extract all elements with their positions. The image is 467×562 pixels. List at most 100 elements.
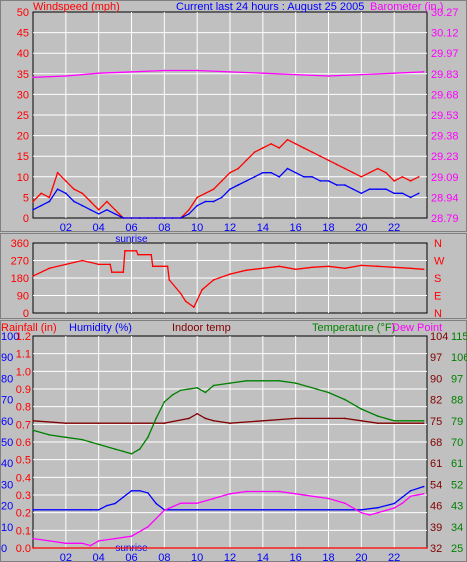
data-point xyxy=(48,200,51,203)
rain-tick-label: 0.9 xyxy=(16,384,31,396)
direction-label: E xyxy=(434,291,441,303)
data-point xyxy=(376,506,379,509)
data-point xyxy=(97,540,100,542)
data-point xyxy=(135,249,138,252)
data-point xyxy=(327,417,330,420)
data-point xyxy=(188,208,190,211)
data-point xyxy=(40,204,43,207)
x-tick-label: 22 xyxy=(388,222,400,234)
data-point xyxy=(376,422,379,424)
x-tick-label: 14 xyxy=(257,552,269,562)
data-point xyxy=(294,509,297,511)
data-point xyxy=(368,514,371,516)
data-point xyxy=(360,509,363,511)
data-point xyxy=(422,485,425,488)
data-point xyxy=(32,208,34,211)
data-point xyxy=(278,147,281,149)
data-point xyxy=(294,143,297,145)
series-line xyxy=(32,138,420,219)
data-point xyxy=(327,391,330,394)
indoor-tick-label: 82 xyxy=(430,395,442,407)
data-point xyxy=(171,217,174,219)
data-point xyxy=(97,263,100,266)
data-point xyxy=(65,436,67,439)
y-tick-label: 0 xyxy=(23,308,29,320)
y2-tick-label: 29.97 xyxy=(431,48,459,60)
data-point xyxy=(137,253,139,256)
data-point xyxy=(360,264,363,267)
data-point xyxy=(196,204,198,207)
data-point xyxy=(393,192,395,195)
data-point xyxy=(327,180,330,182)
data-point xyxy=(319,180,322,182)
data-point xyxy=(150,253,152,256)
x-tick-label: 02 xyxy=(60,222,72,234)
data-point xyxy=(184,300,187,303)
sunrise-label: sunrise xyxy=(115,234,148,245)
data-point xyxy=(65,180,67,182)
data-point xyxy=(401,192,404,195)
data-point xyxy=(89,509,92,511)
data-point xyxy=(179,502,182,505)
temp-tick-label: 88 xyxy=(451,395,463,407)
data-point xyxy=(212,384,215,387)
temp-tick-label: 97 xyxy=(451,373,463,385)
x-tick-label: 20 xyxy=(355,222,367,234)
data-point xyxy=(212,200,215,203)
data-point xyxy=(237,167,240,170)
humidity-tick-label: 70 xyxy=(1,395,13,407)
y2-tick-label: 28.94 xyxy=(431,192,459,204)
y-tick-label: 20 xyxy=(17,131,29,143)
data-point xyxy=(376,511,379,514)
x-tick-label: 08 xyxy=(158,552,170,562)
data-point xyxy=(401,176,404,178)
data-point xyxy=(163,401,166,403)
data-point xyxy=(262,490,264,493)
y2-tick-label: 29.53 xyxy=(431,110,459,122)
data-point xyxy=(193,306,195,308)
dewpoint-label: Dew Point xyxy=(392,322,442,334)
data-point xyxy=(245,269,248,272)
data-point xyxy=(204,391,207,394)
data-point xyxy=(417,176,420,178)
data-point xyxy=(229,509,231,511)
rain-tick-label: 1.0 xyxy=(16,366,31,378)
data-point xyxy=(327,159,330,162)
data-point xyxy=(294,268,297,271)
data-point xyxy=(311,151,313,153)
rain-tick-label: 0.1 xyxy=(16,525,31,537)
data-point xyxy=(245,159,248,162)
y2-tick-label: 29.83 xyxy=(431,69,459,81)
indoor-tick-label: 39 xyxy=(430,522,442,534)
grid-layer xyxy=(33,12,427,548)
data-point xyxy=(360,408,363,410)
temp-tick-label: 25 xyxy=(451,543,463,555)
data-point xyxy=(138,489,141,492)
data-point xyxy=(327,265,330,268)
x-tick-label: 06 xyxy=(125,552,137,562)
data-point xyxy=(179,217,182,219)
data-point xyxy=(393,420,395,422)
data-point xyxy=(376,167,379,170)
data-point xyxy=(196,69,198,72)
series-line xyxy=(32,412,424,424)
y-tick-label: 35 xyxy=(17,69,29,81)
temp-tick-label: 79 xyxy=(451,416,463,428)
data-point xyxy=(163,69,166,72)
data-point xyxy=(81,204,84,207)
data-point xyxy=(97,422,100,424)
indoor-tick-label: 97 xyxy=(430,352,442,364)
series-line xyxy=(32,380,424,455)
data-point xyxy=(204,200,207,203)
temp-tick-label: 70 xyxy=(451,437,463,449)
rain-tick-label: 0.2 xyxy=(16,508,31,520)
data-point xyxy=(65,509,67,511)
data-point xyxy=(212,497,215,500)
x-tick-label: 12 xyxy=(224,222,236,234)
data-point xyxy=(65,422,67,424)
data-point xyxy=(278,490,281,493)
data-point xyxy=(130,535,133,538)
data-point xyxy=(294,493,297,495)
data-point xyxy=(360,176,363,178)
y-tick-label: 30 xyxy=(17,89,29,101)
